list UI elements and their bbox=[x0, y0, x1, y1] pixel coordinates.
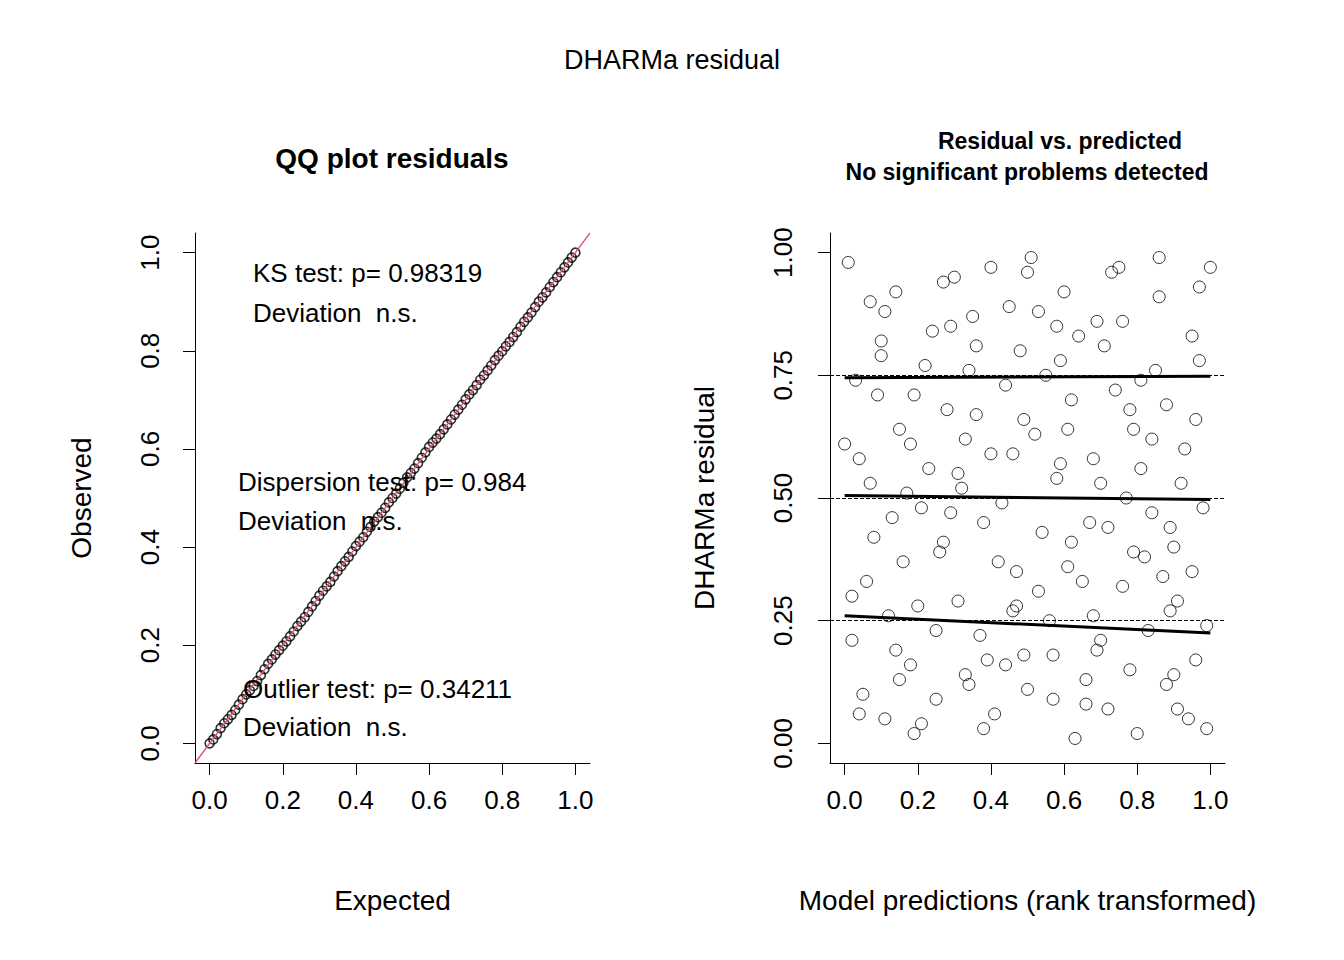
svg-text:0.6: 0.6 bbox=[1046, 785, 1082, 815]
svg-text:Deviation n.s.: Deviation n.s. bbox=[238, 506, 403, 536]
svg-text:DHARMa residual: DHARMa residual bbox=[564, 45, 780, 75]
svg-text:0.50: 0.50 bbox=[768, 473, 798, 524]
svg-text:0.4: 0.4 bbox=[135, 529, 165, 565]
svg-text:1.0: 1.0 bbox=[1192, 785, 1228, 815]
svg-text:0.8: 0.8 bbox=[135, 333, 165, 369]
svg-text:0.4: 0.4 bbox=[973, 785, 1009, 815]
svg-text:0.0: 0.0 bbox=[192, 785, 228, 815]
svg-text:Model predictions (rank transf: Model predictions (rank transformed) bbox=[799, 885, 1257, 916]
svg-text:0.75: 0.75 bbox=[768, 350, 798, 401]
svg-text:Residual vs. predicted: Residual vs. predicted bbox=[938, 128, 1182, 154]
svg-text:KS test: p= 0.98319: KS test: p= 0.98319 bbox=[253, 258, 482, 288]
svg-text:0.4: 0.4 bbox=[338, 785, 374, 815]
svg-text:No significant problems detect: No significant problems detected bbox=[846, 159, 1209, 185]
svg-text:QQ plot residuals: QQ plot residuals bbox=[275, 143, 508, 174]
svg-text:Observed: Observed bbox=[66, 437, 97, 558]
svg-text:DHARMa residual: DHARMa residual bbox=[689, 386, 720, 610]
svg-text:Dispersion test: p= 0.984: Dispersion test: p= 0.984 bbox=[238, 467, 526, 497]
svg-text:Expected: Expected bbox=[334, 885, 451, 916]
svg-text:0.6: 0.6 bbox=[135, 431, 165, 467]
svg-text:0.2: 0.2 bbox=[135, 627, 165, 663]
svg-text:0.8: 0.8 bbox=[484, 785, 520, 815]
svg-text:1.00: 1.00 bbox=[768, 227, 798, 278]
svg-text:1.0: 1.0 bbox=[557, 785, 593, 815]
svg-text:0.0: 0.0 bbox=[827, 785, 863, 815]
svg-text:0.0: 0.0 bbox=[135, 725, 165, 761]
svg-text:1.0: 1.0 bbox=[135, 235, 165, 271]
svg-text:0.2: 0.2 bbox=[900, 785, 936, 815]
svg-text:0.00: 0.00 bbox=[768, 718, 798, 769]
svg-text:Deviation n.s.: Deviation n.s. bbox=[243, 712, 408, 742]
svg-text:0.8: 0.8 bbox=[1119, 785, 1155, 815]
svg-text:0.6: 0.6 bbox=[411, 785, 447, 815]
svg-text:Outlier test: p= 0.34211: Outlier test: p= 0.34211 bbox=[243, 674, 512, 704]
svg-text:0.25: 0.25 bbox=[768, 595, 798, 646]
svg-text:0.2: 0.2 bbox=[265, 785, 301, 815]
svg-text:Deviation n.s.: Deviation n.s. bbox=[253, 298, 418, 328]
